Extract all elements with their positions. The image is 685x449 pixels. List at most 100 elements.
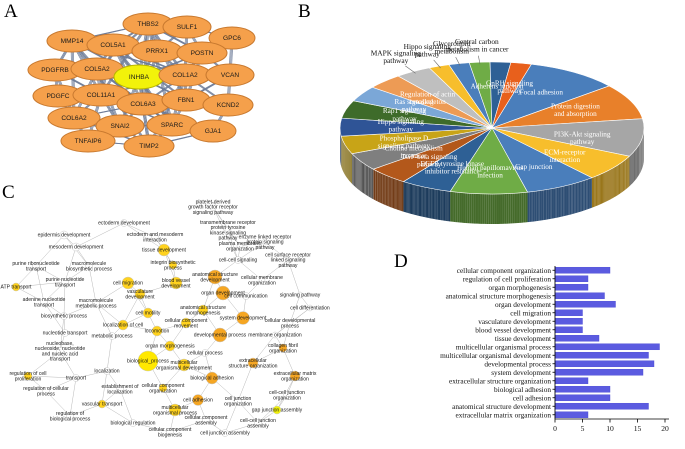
em-node-4[interactable] xyxy=(71,242,81,252)
em-node-36[interactable] xyxy=(151,325,163,337)
ppi-node-pdgfrb[interactable]: PDGFRB xyxy=(27,58,83,82)
em-node-31[interactable] xyxy=(236,311,250,325)
ppi-node-col6a3[interactable]: COL6A3 xyxy=(116,92,170,116)
em-node-15[interactable] xyxy=(121,276,135,290)
ppi-node-sparc[interactable]: SPARC xyxy=(146,113,198,137)
bar-13[interactable] xyxy=(554,377,589,385)
em-node-39[interactable] xyxy=(164,340,176,352)
em-node-53[interactable] xyxy=(42,387,50,395)
bar-11[interactable] xyxy=(554,360,655,368)
em-node-24[interactable] xyxy=(242,292,250,300)
ppi-node-gja1[interactable]: GJA1 xyxy=(189,119,237,143)
em-node-40[interactable] xyxy=(56,347,64,355)
em-node-41[interactable] xyxy=(201,349,209,357)
em-node-61[interactable] xyxy=(129,419,137,427)
ppi-node-postn[interactable]: POSTN xyxy=(176,41,228,65)
bar-12[interactable] xyxy=(554,368,644,376)
bar-15[interactable] xyxy=(554,394,611,402)
em-node-10[interactable] xyxy=(32,262,40,270)
em-node-50[interactable] xyxy=(289,370,301,382)
ppi-node-snai2[interactable]: SNAI2 xyxy=(95,114,145,138)
em-node-11[interactable] xyxy=(85,262,93,270)
em-node-22[interactable] xyxy=(40,298,48,306)
em-node-33[interactable] xyxy=(286,319,294,327)
ppi-node-inhba[interactable]: INHBA xyxy=(113,64,165,90)
bar-3[interactable] xyxy=(554,292,605,300)
em-node-2[interactable] xyxy=(59,230,69,240)
em-node-34[interactable] xyxy=(61,329,69,337)
bar-8[interactable] xyxy=(554,334,600,342)
em-node-8[interactable] xyxy=(168,260,178,270)
bar-1[interactable] xyxy=(554,275,589,283)
em-node-9[interactable] xyxy=(261,238,269,246)
ppi-node-prrx1[interactable]: PRRX1 xyxy=(131,39,183,63)
em-node-27[interactable] xyxy=(197,304,209,316)
pie-slice-2[interactable] xyxy=(491,118,645,157)
em-node-37[interactable] xyxy=(212,327,228,343)
ppi-node-col1a2[interactable]: COL1A2 xyxy=(158,63,212,87)
ppi-node-col5a1[interactable]: COL5A1 xyxy=(86,33,140,57)
em-node-65[interactable] xyxy=(221,429,229,437)
em-node-7[interactable] xyxy=(236,242,244,250)
em-node-13[interactable] xyxy=(284,256,292,264)
ppi-node-tnfaip6[interactable]: TNFAIP6 xyxy=(60,129,116,153)
em-node-47[interactable] xyxy=(23,371,33,381)
em-node-20[interactable] xyxy=(258,276,266,284)
em-node-42[interactable] xyxy=(278,343,288,353)
em-node-23[interactable] xyxy=(92,299,100,307)
pie-slice-0[interactable] xyxy=(491,63,610,129)
em-node-58[interactable] xyxy=(234,397,242,405)
ppi-node-vcan[interactable]: VCAN xyxy=(205,63,255,87)
em-node-19[interactable] xyxy=(207,269,223,285)
bar-5[interactable] xyxy=(554,309,583,317)
em-node-18[interactable] xyxy=(134,288,146,300)
ppi-node-thbs2[interactable]: THBS2 xyxy=(122,12,174,36)
em-node-21[interactable] xyxy=(215,285,231,301)
em-node-49[interactable] xyxy=(205,371,219,385)
bar-9[interactable] xyxy=(554,343,660,351)
ppi-node-col6a2[interactable]: COL6A2 xyxy=(47,106,101,130)
em-node-56[interactable] xyxy=(97,399,107,409)
bar-17[interactable] xyxy=(554,411,589,419)
em-node-51[interactable] xyxy=(116,385,124,393)
em-node-54[interactable] xyxy=(192,394,204,406)
em-node-14[interactable] xyxy=(61,278,69,286)
bar-6[interactable] xyxy=(554,317,583,325)
ppi-node-timp2[interactable]: TIMP2 xyxy=(123,134,175,158)
pie-slice-19[interactable] xyxy=(491,62,532,129)
em-node-63[interactable] xyxy=(254,419,262,427)
em-node-16[interactable] xyxy=(169,276,183,290)
bar-10[interactable] xyxy=(554,351,649,359)
em-node-55[interactable] xyxy=(283,391,291,399)
em-node-44[interactable] xyxy=(177,358,191,372)
em-node-45[interactable] xyxy=(247,357,259,369)
bar-16[interactable] xyxy=(554,402,649,410)
bar-14[interactable] xyxy=(554,385,611,393)
bar-2[interactable] xyxy=(554,283,589,291)
em-node-60[interactable] xyxy=(66,412,74,420)
em-node-0[interactable] xyxy=(209,203,217,211)
em-node-57[interactable] xyxy=(168,403,182,417)
pie-slice-1[interactable] xyxy=(491,85,643,129)
em-node-30[interactable] xyxy=(117,319,129,331)
em-node-35[interactable] xyxy=(108,332,116,340)
em-node-28[interactable] xyxy=(306,304,314,312)
em-node-38[interactable] xyxy=(271,331,279,339)
em-node-1[interactable] xyxy=(120,219,128,227)
em-node-17[interactable] xyxy=(11,282,21,292)
em-node-26[interactable] xyxy=(142,307,154,319)
em-node-25[interactable] xyxy=(296,291,304,299)
em-node-46[interactable] xyxy=(103,367,111,375)
em-node-5[interactable] xyxy=(224,226,232,234)
em-node-12[interactable] xyxy=(234,256,242,264)
em-node-29[interactable] xyxy=(60,312,68,320)
em-node-59[interactable] xyxy=(272,405,282,415)
bar-4[interactable] xyxy=(554,300,616,308)
em-node-48[interactable] xyxy=(72,374,80,382)
em-node-43[interactable] xyxy=(137,350,159,372)
em-node-6[interactable] xyxy=(157,243,171,257)
ppi-node-fbn1[interactable]: FBN1 xyxy=(161,88,211,112)
ppi-node-gpc6[interactable]: GPC6 xyxy=(208,26,256,50)
em-node-32[interactable] xyxy=(180,317,192,329)
em-node-52[interactable] xyxy=(158,383,168,393)
